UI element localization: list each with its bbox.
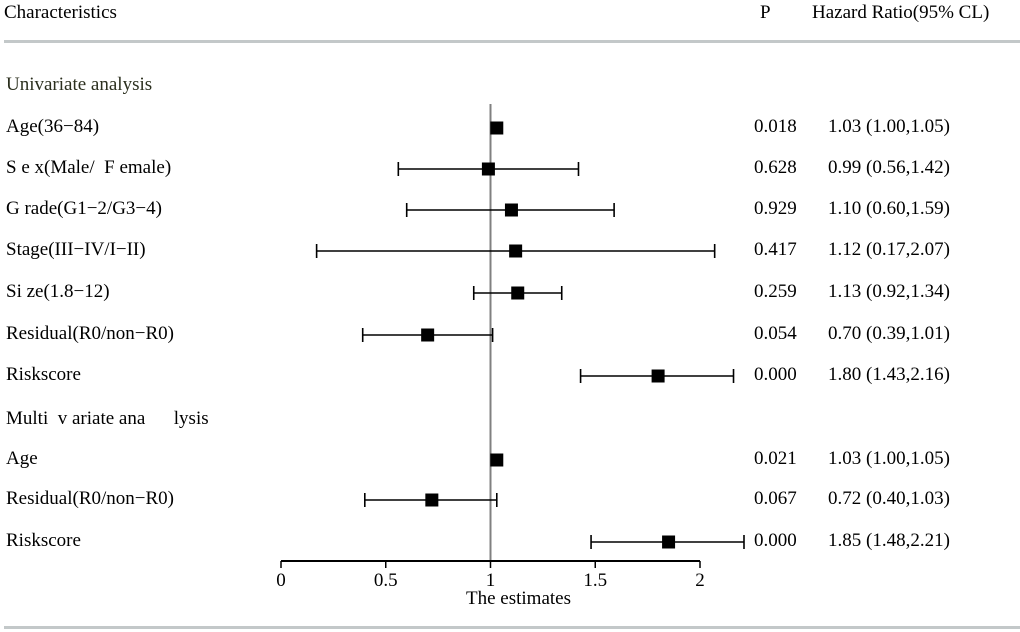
point-estimate xyxy=(509,244,523,258)
header-hazard-ratio: Hazard Ratio(95% CL) xyxy=(812,2,990,23)
row-label: Riskscore xyxy=(6,364,81,385)
x-axis-label: The estimates xyxy=(466,588,571,609)
x-tick-label: 2 xyxy=(695,570,705,591)
row-label: Residual(R0/non−R0) xyxy=(6,323,174,344)
point-estimate xyxy=(651,369,665,383)
row-hazard-ratio: 1.13 (0.92,1.34) xyxy=(828,281,950,302)
row-label: Residual(R0/non−R0) xyxy=(6,488,174,509)
row-p-value: 0.021 xyxy=(754,448,797,469)
row-p-value: 0.000 xyxy=(754,530,797,551)
point-estimate xyxy=(490,121,504,135)
bottom-rule xyxy=(4,626,1020,629)
x-tick-label: 1.5 xyxy=(583,570,607,591)
row-label: Si ze(1.8−12) xyxy=(6,281,110,302)
row-hazard-ratio: 1.12 (0.17,2.07) xyxy=(828,239,950,260)
header-p: P xyxy=(760,2,771,23)
row-p-value: 0.929 xyxy=(754,198,797,219)
row-hazard-ratio: 1.80 (1.43,2.16) xyxy=(828,364,950,385)
row-hazard-ratio: 0.72 (0.40,1.03) xyxy=(828,488,950,509)
point-estimate xyxy=(662,535,676,549)
x-tick-label: 0.5 xyxy=(374,570,398,591)
point-estimate xyxy=(490,453,504,467)
row-label: S e x(Male/ F emale) xyxy=(6,157,172,178)
row-p-value: 0.067 xyxy=(754,488,797,509)
header-characteristics: Characteristics xyxy=(4,2,117,23)
row-hazard-ratio: 1.85 (1.48,2.21) xyxy=(828,530,950,551)
x-tick-label: 1 xyxy=(486,570,496,591)
row-label: Riskscore xyxy=(6,530,81,551)
point-estimate xyxy=(511,286,525,300)
top-rule xyxy=(4,40,1020,43)
row-p-value: 0.000 xyxy=(754,364,797,385)
row-hazard-ratio: 0.70 (0.39,1.01) xyxy=(828,323,950,344)
row-p-value: 0.054 xyxy=(754,323,797,344)
row-label: Age xyxy=(6,448,38,469)
point-estimate xyxy=(421,328,435,342)
point-estimate xyxy=(504,203,518,217)
row-label: G rade(G1−2/G3−4) xyxy=(6,198,162,219)
row-hazard-ratio: 1.03 (1.00,1.05) xyxy=(828,116,950,137)
section-multivariate-label: Multi v ariate ana lysis xyxy=(6,408,209,429)
row-p-value: 0.628 xyxy=(754,157,797,178)
row-label: Stage(III−IV/I−II) xyxy=(6,239,146,260)
point-estimate xyxy=(481,162,495,176)
row-hazard-ratio: 0.99 (0.56,1.42) xyxy=(828,157,950,178)
row-hazard-ratio: 1.10 (0.60,1.59) xyxy=(828,198,950,219)
row-hazard-ratio: 1.03 (1.00,1.05) xyxy=(828,448,950,469)
row-p-value: 0.259 xyxy=(754,281,797,302)
point-estimate xyxy=(425,493,439,507)
row-label: Age(36−84) xyxy=(6,116,100,137)
row-p-value: 0.417 xyxy=(754,239,797,260)
row-p-value: 0.018 xyxy=(754,116,797,137)
x-tick-label: 0 xyxy=(276,570,286,591)
section-univariate-label: Univariate analysis xyxy=(6,74,153,95)
